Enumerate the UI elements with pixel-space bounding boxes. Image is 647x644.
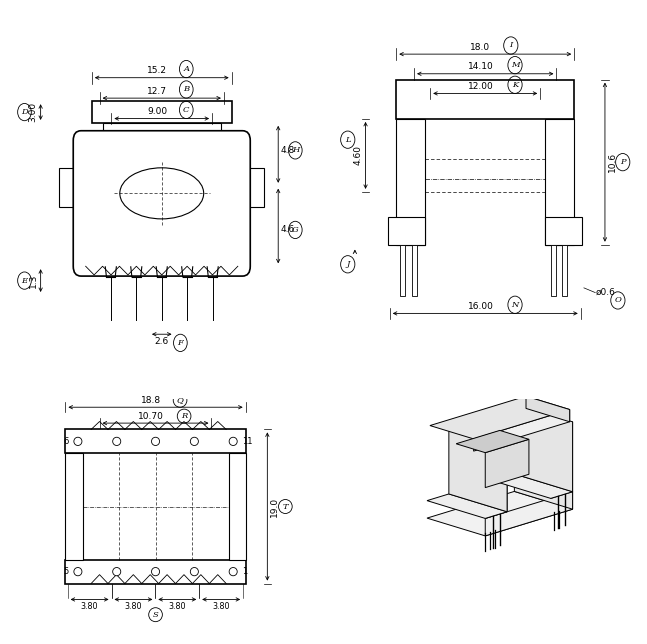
Text: ø0.6: ø0.6	[595, 287, 615, 296]
Text: N: N	[511, 301, 519, 308]
Text: 11: 11	[243, 437, 253, 446]
Text: 3.80: 3.80	[169, 601, 186, 611]
Bar	[60, 168, 81, 207]
Text: 15.2: 15.2	[147, 66, 167, 75]
Polygon shape	[474, 410, 569, 451]
Text: 18.8: 18.8	[141, 396, 161, 405]
Text: M: M	[510, 61, 520, 69]
Bar	[400, 245, 405, 296]
Text: C: C	[183, 106, 190, 114]
Text: F: F	[177, 339, 183, 347]
Text: 东莳市洋通化工有限公司业务: 东莳市洋通化工有限公司业务	[111, 193, 181, 202]
Text: 3.80: 3.80	[81, 601, 98, 611]
Text: 4.8: 4.8	[281, 146, 295, 155]
Text: T: T	[283, 502, 288, 511]
Polygon shape	[449, 424, 507, 512]
Text: J: J	[346, 260, 349, 269]
Polygon shape	[427, 494, 507, 518]
Text: I: I	[509, 41, 512, 50]
Bar	[228, 453, 246, 560]
Circle shape	[74, 437, 82, 446]
Text: D: D	[21, 108, 28, 116]
Circle shape	[190, 437, 199, 446]
Text: 3.80: 3.80	[125, 601, 142, 611]
Polygon shape	[485, 439, 529, 488]
Bar	[65, 560, 246, 583]
Circle shape	[151, 567, 160, 576]
Bar	[411, 245, 417, 296]
Text: 4.6: 4.6	[281, 225, 295, 234]
Text: 9.00: 9.00	[147, 107, 167, 116]
Ellipse shape	[120, 168, 204, 219]
Text: 6: 6	[63, 437, 69, 446]
Text: 16.00: 16.00	[468, 302, 493, 311]
Text: 14.10: 14.10	[468, 62, 493, 71]
Polygon shape	[514, 474, 573, 509]
Text: H: H	[292, 146, 299, 155]
Circle shape	[113, 437, 121, 446]
Polygon shape	[485, 442, 507, 518]
Text: E: E	[21, 277, 28, 285]
Text: 18.0: 18.0	[470, 43, 490, 52]
Text: B: B	[183, 86, 190, 93]
Text: S: S	[153, 611, 159, 619]
Text: 10.6: 10.6	[608, 152, 617, 172]
Text: 3.80: 3.80	[212, 601, 230, 611]
Circle shape	[74, 567, 82, 576]
Bar	[562, 245, 567, 296]
Bar	[103, 123, 221, 140]
Text: 12.00: 12.00	[468, 82, 493, 91]
Polygon shape	[526, 396, 569, 422]
Text: Q: Q	[177, 396, 184, 404]
Polygon shape	[551, 422, 573, 498]
Polygon shape	[456, 430, 529, 453]
Circle shape	[113, 567, 121, 576]
Bar	[65, 430, 246, 453]
Text: 19.0: 19.0	[270, 497, 280, 516]
Text: R: R	[181, 412, 187, 420]
Polygon shape	[492, 474, 573, 498]
Text: P: P	[620, 158, 626, 166]
Text: K: K	[512, 80, 518, 89]
Polygon shape	[430, 396, 569, 439]
Text: 东莳市洋    有限公司业务: 东莳市洋 有限公司业务	[453, 468, 518, 477]
Text: L: L	[345, 136, 351, 144]
Bar	[65, 453, 83, 560]
Text: 4.60: 4.60	[353, 146, 362, 166]
Bar	[545, 217, 582, 245]
Circle shape	[190, 567, 199, 576]
Text: 1: 1	[243, 567, 248, 576]
Bar	[388, 217, 426, 245]
Text: 10.70: 10.70	[138, 412, 164, 421]
FancyBboxPatch shape	[73, 131, 250, 276]
Bar	[92, 101, 232, 123]
Text: O: O	[615, 296, 621, 305]
Text: 5: 5	[63, 567, 69, 576]
Text: 3.00: 3.00	[28, 102, 38, 122]
Circle shape	[229, 567, 237, 576]
Circle shape	[229, 437, 237, 446]
Bar	[545, 119, 575, 245]
Bar	[396, 80, 575, 119]
Text: 2.6: 2.6	[155, 337, 169, 346]
Polygon shape	[485, 492, 573, 536]
Text: A: A	[183, 65, 190, 73]
Bar	[396, 119, 426, 245]
Bar	[551, 245, 556, 296]
Text: 12.7: 12.7	[147, 87, 167, 96]
Bar	[243, 168, 264, 207]
Text: G: G	[292, 226, 299, 234]
Polygon shape	[427, 491, 573, 536]
Circle shape	[151, 437, 160, 446]
Text: 1.3: 1.3	[28, 274, 38, 288]
Polygon shape	[514, 404, 573, 492]
